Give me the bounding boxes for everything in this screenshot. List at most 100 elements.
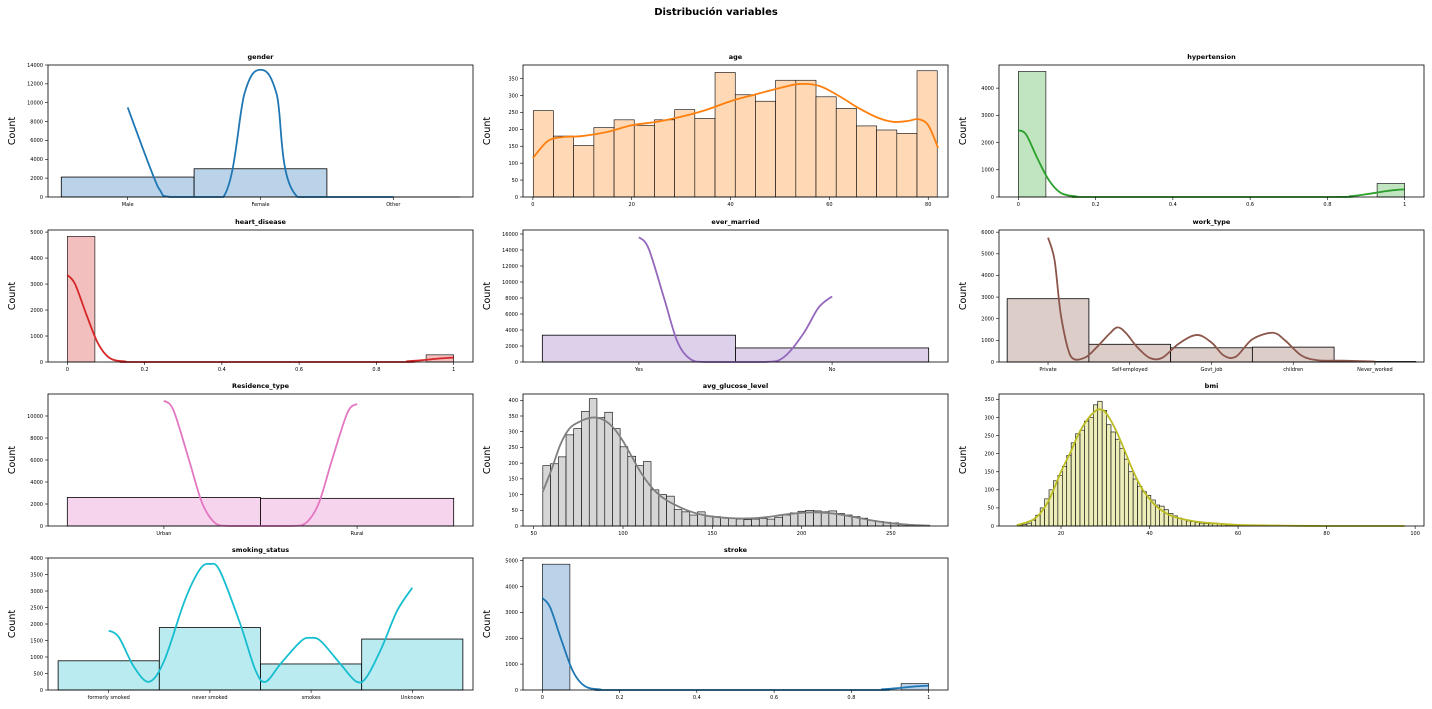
y-tick-label: 250	[984, 433, 994, 439]
chart-gender: gender 0 2000 4000 6000 8000 10000 12000 14000 Ma…	[7, 53, 474, 208]
y-tick-label: 0	[991, 524, 994, 530]
y-tick-label: 2500	[30, 605, 43, 611]
chart-title: ever_married	[711, 218, 760, 226]
x-tick-label: 40	[727, 202, 733, 208]
chart-stroke: stroke 0 1000 2000 3000 4000 5000 0 0.2 0.4 0.6 0.8…	[482, 546, 949, 701]
y-tick-label: 0	[40, 195, 43, 201]
y-tick-label: 16000	[502, 232, 518, 238]
y-tick-label: 5000	[30, 230, 43, 236]
y-tick-label: 4000	[505, 328, 518, 334]
histogram-bin	[604, 411, 613, 527]
x-tick-label: Female	[251, 202, 269, 208]
x-tick-label: 100	[618, 531, 628, 537]
y-axis-label: Count	[958, 117, 969, 145]
y-tick-label: 350	[508, 76, 518, 82]
x-tick-label: 0.4	[693, 695, 701, 701]
chart-title: avg_glucose_level	[703, 382, 768, 390]
y-tick-label: 0	[991, 195, 994, 201]
axes-frame	[522, 557, 949, 691]
histogram-bin	[1101, 409, 1107, 527]
x-tick-label: 20	[1058, 531, 1064, 537]
y-tick-label: 350	[508, 414, 518, 420]
y-tick-label: 2000	[981, 140, 994, 146]
y-tick-label: 3000	[981, 113, 994, 119]
y-tick-label: 4000	[981, 273, 994, 279]
histogram-bin	[689, 514, 698, 527]
x-tick-label: 0.6	[770, 695, 778, 701]
histogram-bin	[1066, 455, 1072, 527]
y-tick-label: 0	[991, 360, 994, 366]
y-tick-label: 100	[984, 488, 994, 494]
histogram-bin	[650, 489, 660, 527]
chart-work-type: work_type 0 1000 2000 3000 4000 5000 6000 Privat…	[958, 218, 1425, 373]
histogram-bin	[782, 514, 791, 527]
y-tick-label: 12000	[502, 264, 518, 270]
x-tick-label: formerly smoked	[88, 695, 130, 701]
histogram-bin	[876, 129, 898, 198]
x-tick-label: 1	[927, 695, 930, 701]
chart-title: heart_disease	[235, 218, 286, 226]
kde-line	[541, 416, 931, 527]
y-tick-label: 4000	[505, 584, 518, 590]
bar	[57, 660, 160, 691]
chart-ever-married: ever_married 0 2000 4000 6000 8000 10000 12000 1…	[482, 218, 949, 373]
y-tick-label: 0	[40, 688, 43, 694]
axes-frame	[47, 229, 474, 363]
x-tick-label: smokes	[302, 695, 321, 701]
y-tick-label: 3000	[30, 589, 43, 595]
x-tick-label: Unknown	[401, 695, 424, 701]
x-tick-label: 80	[925, 202, 931, 208]
y-tick-label: 3000	[981, 295, 994, 301]
axes-frame	[998, 64, 1425, 198]
histogram-bin	[916, 70, 938, 198]
y-tick-label: 4000	[30, 480, 43, 486]
axes-frame	[522, 393, 949, 527]
x-tick-label: No	[829, 367, 836, 373]
histogram-bin	[896, 133, 918, 198]
y-tick-label: 200	[508, 127, 518, 133]
histogram-bin	[1106, 424, 1112, 527]
chart-hypertension: hypertension 0 1000 2000 3000 4000 0 0.2 0.4 0.6 0…	[958, 53, 1425, 208]
y-tick-label: 4000	[30, 256, 43, 262]
histogram-bin	[550, 463, 559, 527]
y-tick-label: 350	[984, 397, 994, 403]
axes-frame	[522, 229, 949, 363]
kde-line	[1017, 129, 1405, 198]
histogram-bin	[581, 410, 590, 527]
chart-title: gender	[248, 53, 275, 61]
x-tick-label: Rural	[351, 531, 364, 537]
histogram-bin	[751, 518, 760, 527]
x-tick-label: 50	[531, 531, 537, 537]
y-tick-label: 6000	[505, 312, 518, 318]
x-tick-label: Yes	[634, 367, 643, 373]
y-tick-label: 300	[508, 430, 518, 436]
chart-bmi: bmi 0 50 100 150 200 250 300 350 20 40 60 80 100 Count	[958, 382, 1425, 537]
x-tick-label: 60	[826, 202, 832, 208]
x-tick-label: 200	[797, 531, 807, 537]
bar	[66, 497, 261, 527]
subplots-grid: gender02000400060008000100001200014000Ma…	[7, 53, 1425, 701]
y-axis-label: Count	[7, 446, 18, 474]
x-tick-label: 80	[1323, 531, 1329, 537]
x-tick-label: 0.4	[1169, 202, 1177, 208]
histogram-bin	[1092, 404, 1099, 527]
y-tick-label: 6000	[30, 138, 43, 144]
y-tick-label: 50	[512, 178, 518, 184]
x-tick-label: 0.6	[1246, 202, 1254, 208]
bar	[60, 176, 195, 198]
x-tick-label: 0	[541, 695, 544, 701]
bar	[361, 638, 464, 691]
histogram-bin	[596, 417, 606, 527]
chart-heart-disease: heart_disease 0 1000 2000 3000 4000 5000 0 0.2 0.…	[7, 218, 474, 373]
bar	[158, 627, 261, 691]
y-tick-label: 1000	[981, 338, 994, 344]
kde-line	[1016, 408, 1405, 527]
x-tick-label: Self-employed	[1112, 367, 1148, 373]
histogram-bin	[1185, 520, 1191, 527]
histogram-bin	[612, 428, 621, 527]
y-tick-label: 150	[508, 477, 518, 483]
chart-smoking-status: smoking_status 0 500 1000 1500 2000 2500 3000 35…	[7, 546, 474, 701]
y-tick-label: 50	[988, 506, 994, 512]
y-tick-label: 14000	[502, 248, 518, 254]
